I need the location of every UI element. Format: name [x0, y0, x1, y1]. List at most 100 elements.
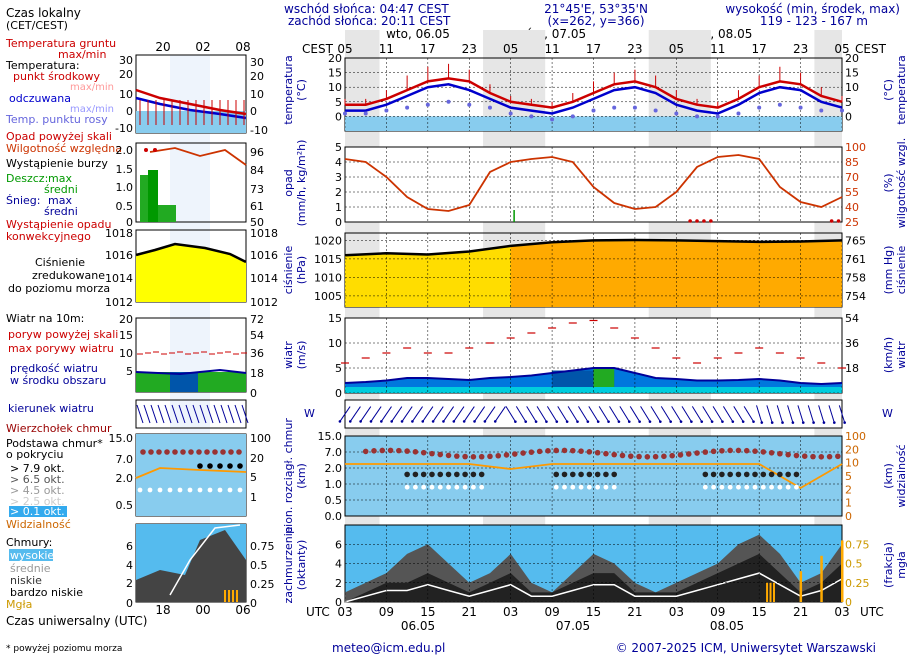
wind-arrow-head — [555, 420, 559, 423]
bottom-hour-label: 21 — [462, 605, 477, 619]
cloud-top-dot — [627, 453, 634, 459]
cloud-base-dot-low — [562, 484, 567, 490]
legend-pressure-3: do poziomu morza — [8, 282, 110, 295]
press-ytick-right: 754 — [845, 290, 866, 303]
legend-rain-avg: średni — [44, 183, 78, 196]
bottom-day-3: 08.05 — [710, 619, 744, 633]
legend-pressure-1: Ciśnienie — [35, 256, 85, 269]
wind-arrow-head — [452, 420, 456, 423]
legend-right-tick: 73 — [250, 183, 264, 196]
cloud-top-dot — [362, 448, 369, 455]
cloud-top-dot — [429, 450, 435, 457]
wind-arrow-head — [617, 420, 621, 423]
cloud-top-dot — [801, 453, 808, 459]
legend-precip-over: Opad powyżej skali — [6, 130, 112, 143]
cloud-base-dot — [569, 471, 576, 478]
bottom-hour-label: 15 — [586, 605, 601, 619]
wind-arrow-head — [669, 420, 672, 423]
legend-storm-dot — [144, 148, 148, 152]
cloud-base-dot — [478, 471, 485, 478]
bottom-hour-label: 09 — [544, 605, 559, 619]
ylabel-cloud: pion. rozciągł. chmur — [282, 418, 295, 534]
elev-title: wysokość (min, środek, max) — [725, 2, 900, 16]
wind-arrow — [807, 405, 815, 423]
legend-rain-max-bar — [148, 170, 158, 222]
cloud-base-dot — [710, 471, 717, 478]
convective-marker — [829, 219, 834, 223]
wind-arrow — [536, 406, 547, 422]
precip-ytick-left: 0 — [335, 216, 342, 229]
wind-arrow-head — [721, 420, 724, 423]
precip-ytick-right: 55 — [845, 186, 859, 199]
legend-cloud-top-dot — [228, 449, 234, 455]
wind-arrow — [598, 406, 609, 422]
cloud-ytick-left: 15.0 — [318, 430, 343, 443]
top-hour-label: 23 — [793, 42, 808, 56]
wind-arrow — [515, 406, 527, 422]
ylabel-press-unit: (hPa) — [295, 256, 308, 284]
legend-snow-max: max — [48, 194, 72, 207]
sunrise-text: wschód słońca: 04:47 CEST — [284, 2, 449, 16]
legend-temp-box-tick: 10 — [119, 88, 133, 101]
cloud-ytick-left: 0.5 — [325, 494, 343, 507]
legend-temp-mid: punkt środkowy — [13, 70, 101, 83]
legend-right-tick: 20 — [250, 452, 264, 465]
dew-point-dot — [363, 111, 368, 116]
ylabel-precip: opad — [282, 169, 295, 196]
cloud-base-dot — [735, 471, 742, 478]
top-hour-label: 17 — [586, 42, 601, 56]
wind-arrow-head — [369, 420, 373, 423]
legend-wind-arrow — [192, 404, 200, 424]
cloud-base-dot — [752, 471, 758, 478]
legend-cloud-base-dot — [207, 463, 213, 469]
cloud-base-dot-low — [595, 484, 601, 490]
wind-arrow — [474, 406, 486, 422]
legend-wind-line — [135, 368, 247, 376]
ylabel-press-unit-r: (mm Hg) — [882, 246, 895, 295]
wind-arrow-head — [421, 420, 425, 423]
dew-point-dot — [384, 108, 389, 113]
precip-ytick-left: 3 — [335, 171, 342, 184]
cloud-top-dot — [677, 452, 684, 458]
wind-arrow — [609, 406, 620, 422]
cloud-top-dot — [636, 453, 642, 460]
legend-wind-arrow — [206, 404, 214, 424]
tz-bottom-right: UTC — [860, 605, 884, 619]
wind-band-green — [593, 368, 615, 393]
legend-cloud-top-dot — [140, 449, 146, 455]
footer-email[interactable]: meteo@icm.edu.pl — [332, 641, 445, 655]
ylabel-vis-unit: (km) — [882, 463, 895, 489]
wind-arrow — [722, 406, 734, 422]
cloud-top-dot — [437, 451, 444, 458]
legend-storm: Wystąpienie burzy — [6, 157, 108, 170]
wind-arrow — [818, 405, 825, 423]
fog-bar — [841, 540, 844, 602]
wind-arrow — [578, 406, 589, 422]
cloud-base-dot — [793, 471, 800, 478]
legend-cloud-base-low — [137, 487, 143, 493]
fog-bar — [772, 582, 775, 602]
press-ytick-left: 1020 — [314, 234, 342, 247]
temp-ytick-right: 0 — [845, 110, 852, 123]
wind-arrow — [776, 405, 784, 423]
ylabel-hum-unit: (%) — [882, 173, 895, 192]
cloud-base-dot-low — [760, 484, 766, 490]
legend-temp-box-tick: 0 — [126, 105, 133, 118]
legend-precip-box-tick: 2.0 — [116, 144, 134, 157]
cloud-ytick-left: 2.0 — [325, 462, 343, 475]
legend-right-tick: 1 — [250, 491, 257, 504]
wind-arrow-head — [462, 420, 466, 423]
cloud-base-dot — [470, 471, 477, 478]
cloud-top-dot — [752, 448, 758, 454]
wind-arrow-head — [679, 420, 683, 423]
cloud-base-dot — [611, 471, 618, 478]
cloud-base-dot — [702, 471, 709, 478]
legend: Czas lokalny (CET/CEST) 20 02 08 Tempera… — [5, 6, 251, 654]
legend-right-tick: 10 — [250, 88, 264, 101]
clouds-ytick-left: 4 — [335, 558, 342, 571]
legend-precip-box — [135, 142, 247, 223]
vis-ytick-right: 5 — [845, 470, 852, 483]
elev-values: 119 - 123 - 167 m — [760, 14, 868, 28]
wind-arrow — [484, 406, 496, 422]
